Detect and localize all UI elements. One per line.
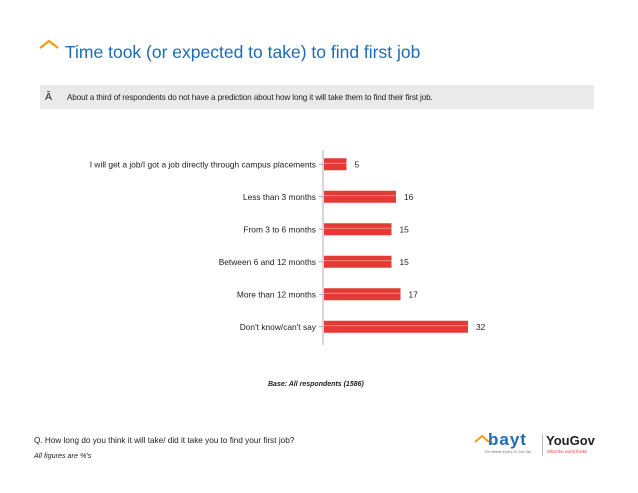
bar	[324, 223, 392, 236]
value-label: 32	[476, 322, 486, 332]
yougov-tagline: What the world thinks	[547, 449, 588, 454]
bayt-tagline: The Middle East's #1 Job Site	[484, 450, 532, 454]
slide-title: Time took (or expected to take) to find …	[65, 42, 421, 62]
logo-divider	[542, 434, 543, 456]
value-label: 15	[400, 257, 410, 267]
value-label: 16	[404, 192, 414, 202]
category-label: Don't know/can't say	[240, 322, 317, 332]
category-label: From 3 to 6 months	[243, 224, 316, 234]
summary-note: Â About a third of respondents do not ha…	[40, 85, 594, 109]
yougov-wordmark: YouGov	[546, 433, 595, 448]
bayt-roof-icon	[474, 434, 490, 443]
note-text: About a third of respondents do not have…	[67, 92, 433, 102]
note-bullet: Â	[45, 91, 53, 103]
bar	[324, 255, 392, 268]
bar	[324, 190, 396, 203]
chevron-accent-icon	[39, 39, 59, 49]
bayt-wordmark: bayt	[488, 430, 527, 449]
base-note: Base: All respondents (1586)	[268, 381, 364, 388]
bar	[324, 288, 401, 301]
category-label: Less than 3 months	[243, 192, 316, 202]
category-label: More than 12 months	[237, 289, 316, 299]
bar	[324, 320, 468, 333]
survey-question: Q. How long do you think it will take/ d…	[34, 436, 295, 445]
value-label: 15	[400, 224, 410, 234]
bar-chart: I will get a job/I got a job directly th…	[90, 150, 486, 345]
figures-note: All figures are %'s	[34, 451, 92, 460]
category-label: Between 6 and 12 months	[219, 257, 316, 267]
value-label: 5	[355, 159, 360, 169]
category-label: I will get a job/I got a job directly th…	[90, 159, 316, 169]
sponsor-logos: bayt The Middle East's #1 Job Site YouGo…	[474, 430, 624, 458]
value-label: 17	[409, 289, 419, 299]
bayt-logo: bayt The Middle East's #1 Job Site	[474, 430, 540, 458]
bar	[324, 158, 347, 171]
